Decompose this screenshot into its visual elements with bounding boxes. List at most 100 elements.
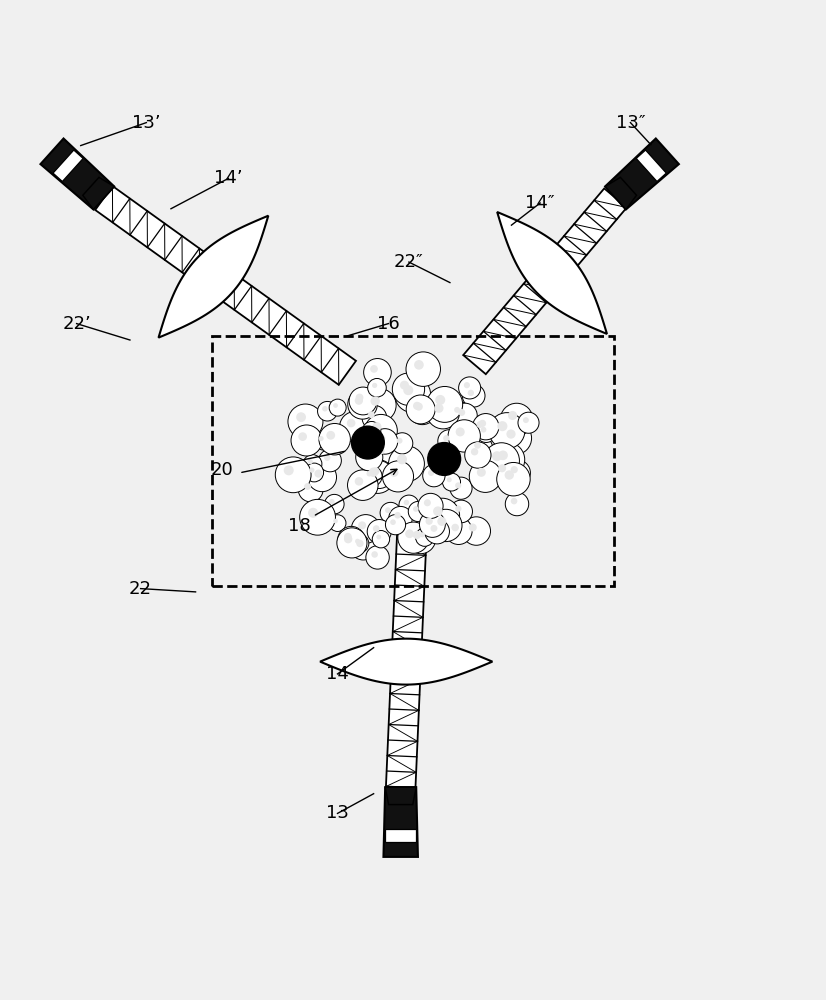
Circle shape: [428, 470, 434, 476]
Polygon shape: [636, 150, 667, 182]
Bar: [212, 336, 614, 586]
Circle shape: [451, 524, 459, 531]
Circle shape: [523, 417, 529, 423]
Circle shape: [448, 420, 481, 452]
Circle shape: [450, 500, 472, 523]
Circle shape: [415, 403, 423, 411]
Circle shape: [496, 462, 530, 496]
Circle shape: [329, 499, 335, 504]
Circle shape: [455, 482, 462, 489]
Circle shape: [324, 455, 330, 461]
Circle shape: [428, 443, 461, 475]
Circle shape: [372, 442, 396, 466]
Circle shape: [373, 525, 380, 532]
Circle shape: [435, 395, 445, 405]
Circle shape: [492, 451, 502, 461]
Circle shape: [339, 412, 370, 442]
Circle shape: [368, 520, 392, 544]
Circle shape: [395, 377, 430, 413]
Circle shape: [354, 477, 363, 486]
Circle shape: [489, 413, 525, 449]
Circle shape: [426, 396, 459, 429]
Circle shape: [315, 470, 322, 478]
Circle shape: [443, 473, 461, 491]
Circle shape: [333, 403, 338, 408]
Text: 13″: 13″: [615, 114, 645, 132]
Text: 14″: 14″: [525, 194, 555, 212]
Circle shape: [390, 519, 396, 525]
Circle shape: [400, 381, 409, 390]
Circle shape: [372, 383, 377, 388]
Circle shape: [434, 404, 444, 413]
Polygon shape: [383, 787, 418, 857]
Circle shape: [396, 438, 402, 444]
Circle shape: [505, 460, 530, 486]
Circle shape: [350, 534, 377, 560]
Text: 20: 20: [211, 461, 233, 479]
Circle shape: [404, 500, 409, 505]
Circle shape: [363, 389, 396, 422]
Circle shape: [330, 399, 346, 416]
Circle shape: [438, 430, 461, 452]
Circle shape: [506, 429, 515, 439]
Circle shape: [307, 463, 336, 492]
Circle shape: [355, 539, 360, 544]
Circle shape: [307, 459, 313, 464]
Circle shape: [298, 432, 307, 441]
Circle shape: [413, 531, 421, 539]
Circle shape: [420, 511, 445, 537]
Circle shape: [455, 505, 462, 512]
Circle shape: [362, 466, 382, 486]
Circle shape: [348, 390, 377, 419]
Circle shape: [352, 426, 384, 459]
Circle shape: [425, 518, 433, 525]
Text: 22: 22: [129, 580, 152, 598]
Circle shape: [351, 515, 380, 543]
Circle shape: [406, 524, 436, 554]
Polygon shape: [53, 150, 83, 182]
Circle shape: [356, 444, 382, 471]
Circle shape: [463, 382, 470, 388]
Circle shape: [477, 421, 483, 428]
Circle shape: [501, 403, 533, 436]
Circle shape: [283, 465, 294, 475]
Circle shape: [319, 449, 341, 472]
Circle shape: [468, 390, 474, 396]
Circle shape: [447, 477, 452, 482]
Circle shape: [408, 396, 437, 425]
Circle shape: [308, 508, 318, 518]
Circle shape: [408, 501, 429, 522]
Circle shape: [471, 415, 496, 440]
Circle shape: [413, 506, 419, 512]
Circle shape: [445, 517, 472, 544]
Circle shape: [508, 411, 517, 420]
Circle shape: [356, 540, 363, 547]
Polygon shape: [385, 829, 416, 842]
Text: 18: 18: [288, 517, 311, 535]
Circle shape: [305, 463, 324, 482]
Circle shape: [368, 411, 375, 418]
Circle shape: [380, 502, 401, 523]
Circle shape: [458, 377, 481, 399]
Circle shape: [326, 431, 335, 440]
Circle shape: [382, 461, 414, 492]
Circle shape: [449, 402, 470, 423]
Circle shape: [363, 359, 392, 386]
Polygon shape: [386, 508, 428, 788]
Circle shape: [479, 420, 487, 427]
Circle shape: [456, 427, 465, 436]
Circle shape: [348, 470, 378, 500]
Circle shape: [433, 506, 443, 516]
Circle shape: [362, 405, 387, 430]
Circle shape: [490, 442, 525, 477]
Circle shape: [454, 407, 460, 413]
Circle shape: [325, 494, 344, 514]
Circle shape: [390, 468, 398, 477]
Circle shape: [364, 414, 397, 447]
Circle shape: [349, 387, 377, 415]
Polygon shape: [159, 216, 268, 338]
Circle shape: [506, 492, 529, 516]
Text: 14’: 14’: [214, 169, 243, 187]
Circle shape: [481, 427, 487, 433]
Circle shape: [518, 412, 539, 433]
